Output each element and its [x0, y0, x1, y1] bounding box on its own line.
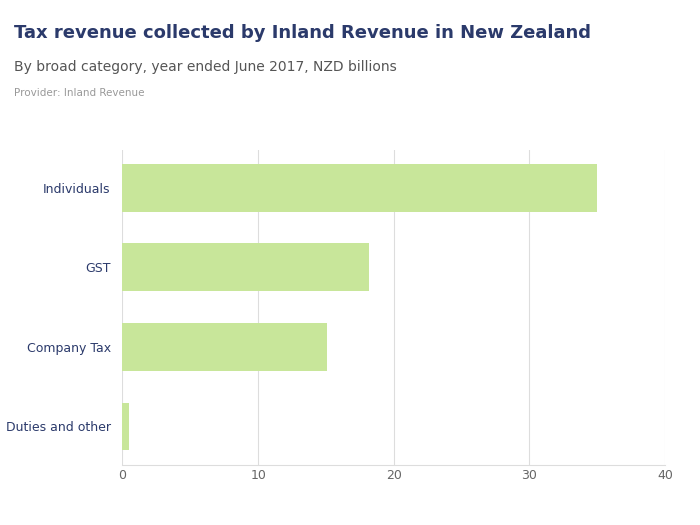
- Text: Provider: Inland Revenue: Provider: Inland Revenue: [14, 88, 144, 98]
- Bar: [122, 323, 328, 371]
- Bar: [122, 403, 130, 450]
- Bar: [122, 164, 597, 212]
- Bar: [122, 244, 370, 291]
- Text: figure.nz: figure.nz: [575, 24, 659, 40]
- Text: By broad category, year ended June 2017, NZD billions: By broad category, year ended June 2017,…: [14, 60, 397, 75]
- Text: Tax revenue collected by Inland Revenue in New Zealand: Tax revenue collected by Inland Revenue …: [14, 24, 591, 41]
